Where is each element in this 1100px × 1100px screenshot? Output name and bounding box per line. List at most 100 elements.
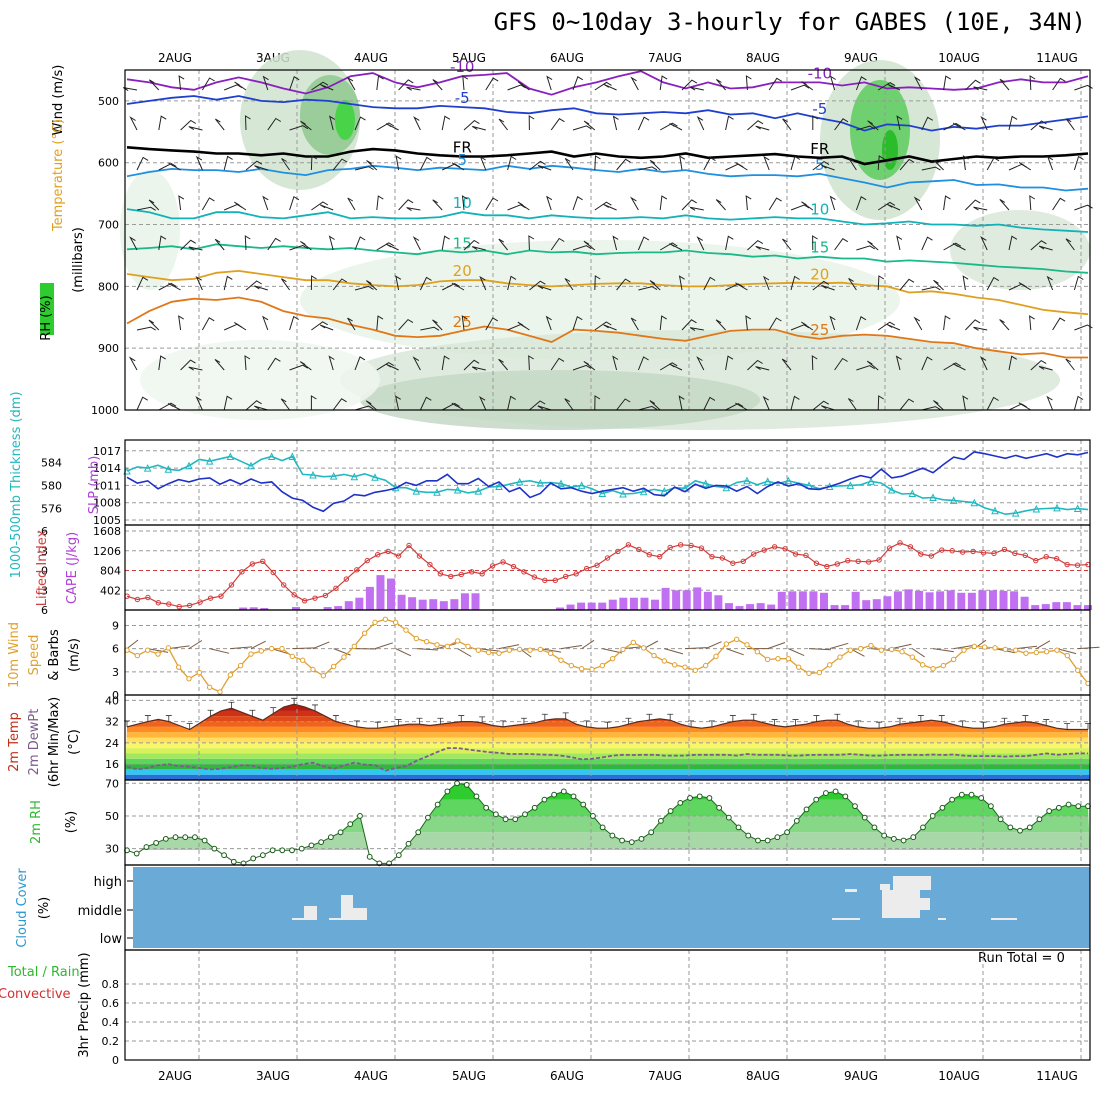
data-point <box>1053 555 1060 562</box>
wind-barb <box>167 402 181 411</box>
wind-barb <box>188 366 203 371</box>
cape-bar <box>249 607 258 610</box>
wind-barb <box>1038 245 1053 251</box>
data-point <box>226 452 235 461</box>
wind-barb <box>311 201 329 211</box>
temp-band <box>125 769 1090 775</box>
data-point <box>625 542 632 548</box>
wind-barb <box>612 355 619 371</box>
wind-barb <box>267 357 281 371</box>
wind-barb <box>354 166 374 171</box>
wind-barb <box>999 78 1010 91</box>
wind-barb <box>943 242 962 251</box>
data-point <box>803 552 809 559</box>
cape-bar <box>746 604 755 610</box>
data-point <box>713 653 719 660</box>
data-point <box>405 840 412 847</box>
minmax-marker <box>353 720 360 727</box>
wind-barb <box>178 315 184 331</box>
wind-barb <box>333 648 351 656</box>
cape-bar <box>651 599 660 610</box>
wind-barb <box>478 395 487 411</box>
data-point <box>322 592 329 599</box>
temp-band <box>125 726 1090 733</box>
wind-barb <box>180 359 196 371</box>
wind-barb <box>913 76 923 91</box>
data-point <box>1043 553 1049 560</box>
wind-barb <box>195 396 203 411</box>
data-point <box>667 544 673 551</box>
rh-shading-area <box>335 100 355 140</box>
wind-barb <box>912 648 925 658</box>
wind-barb <box>829 642 849 650</box>
wind-barb <box>406 86 421 91</box>
series-line <box>126 542 1089 608</box>
data-point <box>842 793 849 800</box>
wind-barb <box>834 118 849 131</box>
wind-barb <box>564 157 574 171</box>
data-point <box>636 546 642 553</box>
data-point <box>176 604 182 610</box>
data-point <box>878 647 885 653</box>
data-point <box>688 542 694 549</box>
data-point <box>155 651 161 657</box>
wind-barb <box>201 197 215 211</box>
wind-barb <box>899 398 915 411</box>
y-axis-label: (millibars) <box>71 227 86 293</box>
wind-barb <box>168 162 181 171</box>
cape-bar <box>439 601 448 610</box>
data-point <box>671 662 678 668</box>
wind-barb <box>867 120 879 131</box>
slp-tick-label: 1008 <box>93 497 121 510</box>
wind-barb <box>965 79 981 91</box>
data-point <box>269 847 276 854</box>
wind-barb <box>637 116 650 131</box>
data-point <box>197 599 203 605</box>
data-point <box>861 814 868 821</box>
wind-barb <box>546 195 553 211</box>
data-point <box>638 835 645 842</box>
wind-barb <box>1018 282 1032 291</box>
wind-barb <box>696 236 705 251</box>
y-tick-label: 3 <box>112 666 119 679</box>
wind-barb <box>965 319 981 331</box>
data-point <box>143 844 150 850</box>
date-label-top: 10AUG <box>938 51 980 65</box>
cape-bar <box>830 605 839 610</box>
data-point <box>677 542 684 548</box>
wind-barb <box>896 115 903 131</box>
wind-barb <box>537 285 552 291</box>
data-point <box>991 506 999 515</box>
rh-base <box>125 850 1090 865</box>
data-point <box>855 558 861 564</box>
wind-barb <box>332 158 348 171</box>
data-point <box>785 655 792 662</box>
contour-label: 25 <box>453 313 472 331</box>
data-point <box>354 567 360 573</box>
data-point <box>692 667 699 673</box>
cape-bar <box>376 575 385 610</box>
cape-bar <box>1084 605 1092 610</box>
wind-barb <box>412 236 421 251</box>
panel-frame <box>124 949 1091 1061</box>
cape-bar <box>577 602 586 610</box>
wind-barb <box>649 280 661 291</box>
wind-barb <box>223 275 233 291</box>
cape-bar <box>566 604 575 610</box>
wind-barb <box>1074 204 1093 211</box>
data-point <box>961 647 967 653</box>
wind-barb <box>395 155 402 171</box>
data-point <box>392 619 399 626</box>
wind-barb <box>537 405 552 411</box>
wind-barb <box>244 115 251 131</box>
wind-barb <box>1008 235 1018 251</box>
data-point <box>599 662 606 669</box>
minmax-marker <box>834 713 841 721</box>
data-point <box>784 476 793 485</box>
data-point <box>980 550 987 556</box>
data-point <box>744 642 750 648</box>
minmax-marker <box>332 715 339 722</box>
cape-bar <box>915 590 924 610</box>
series-line <box>126 782 1088 864</box>
